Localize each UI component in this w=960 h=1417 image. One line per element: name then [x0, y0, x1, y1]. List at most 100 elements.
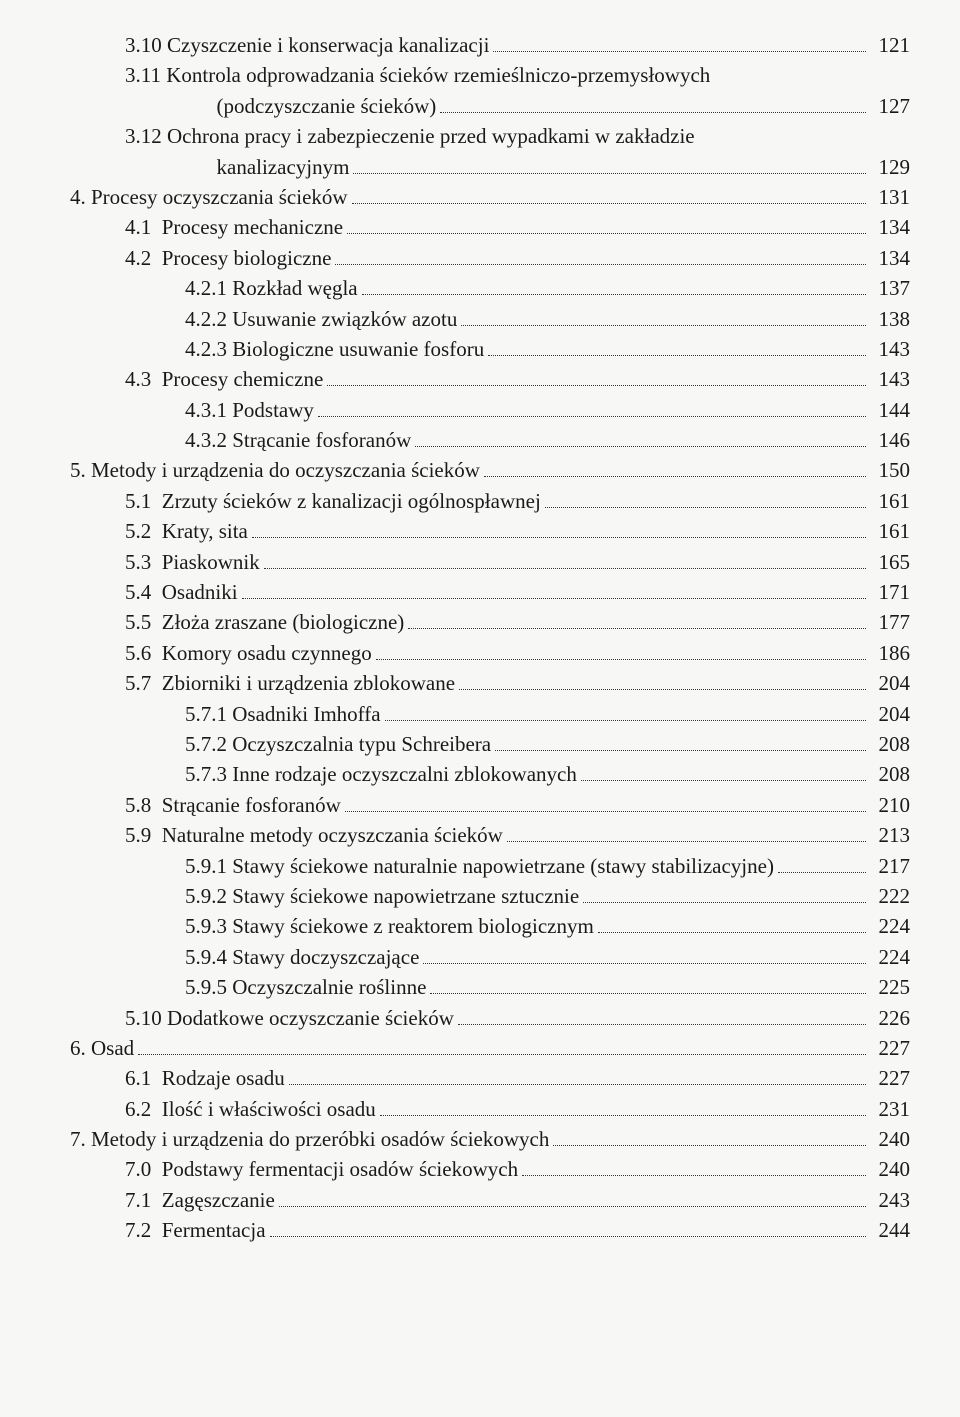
toc-number: 5.4 [125, 578, 162, 607]
toc-page-number: 222 [870, 882, 910, 911]
toc-leader-dots [583, 883, 866, 903]
toc-leader-dots [376, 640, 866, 660]
toc-row: 5.7 Zbiorniki i urządzenia zblokowane204 [70, 669, 910, 698]
toc-title: Osadniki Imhoffa [232, 700, 380, 729]
toc-row: 5.9.5 Oczyszczalnie roślinne225 [70, 973, 910, 1002]
toc-title: Strącanie fosforanów [162, 791, 341, 820]
toc-row: 4.3 Procesy chemiczne143 [70, 365, 910, 394]
toc-number: 5.2 [125, 517, 162, 546]
toc-title: Stawy ściekowe naturalnie napowietrzane … [232, 852, 774, 881]
toc-title: Piaskownik [162, 548, 260, 577]
toc-title: Zagęszczanie [162, 1186, 275, 1215]
toc-row: 4.2.2 Usuwanie związków azotu138 [70, 305, 910, 334]
toc-title: Stawy doczyszczające [232, 943, 419, 972]
toc-leader-dots [242, 579, 866, 599]
toc-number: 4.1 [125, 213, 162, 242]
toc-row: 5.5 Złoża zraszane (biologiczne)177 [70, 608, 910, 637]
toc-page-number: 204 [870, 700, 910, 729]
toc-title: Fermentacja [162, 1216, 266, 1245]
toc-number: 5.7.3 [185, 760, 232, 789]
toc-title: Procesy chemiczne [162, 365, 324, 394]
toc-number: 4. [70, 183, 91, 212]
toc-title: Strącanie fosforanów [232, 426, 411, 455]
toc-number: 5.10 [125, 1004, 167, 1033]
toc-row: 5. Metody i urządzenia do oczyszczania ś… [70, 456, 910, 485]
toc-leader-dots [488, 336, 866, 356]
toc-title: Biologiczne usuwanie fosforu [232, 335, 484, 364]
toc-row: 7.2 Fermentacja 244 [70, 1216, 910, 1245]
toc-number: 5.3 [125, 548, 162, 577]
toc-leader-dots [352, 184, 866, 204]
toc-number: 5.8 [125, 791, 162, 820]
toc-page-number: 143 [870, 335, 910, 364]
toc-number: 5.9.1 [185, 852, 232, 881]
toc-page-number: 144 [870, 396, 910, 425]
toc-number: 5.9 [125, 821, 162, 850]
toc-page-number: 208 [870, 730, 910, 759]
toc-title: Ochrona pracy i zabezpieczenie przed wyp… [167, 122, 695, 151]
toc-leader-dots [347, 214, 866, 234]
toc-row: 5.1 Zrzuty ścieków z kanalizacji ogólnos… [70, 487, 910, 516]
toc-leader-dots [553, 1126, 866, 1146]
toc-number: 3.12 [125, 122, 167, 151]
toc-leader-dots [581, 761, 866, 781]
toc-row: 5.9.1 Stawy ściekowe naturalnie napowiet… [70, 852, 910, 881]
toc-row: 3.12 Ochrona pracy i zabezpieczenie prze… [70, 122, 910, 151]
toc-number: 4.3 [125, 365, 162, 394]
toc-leader-dots [353, 154, 866, 174]
toc-row: 4.2 Procesy biologiczne134 [70, 244, 910, 273]
toc-title: Złoża zraszane (biologiczne) [162, 608, 405, 637]
toc-leader-dots [778, 853, 866, 873]
toc-page-number: 127 [870, 92, 910, 121]
toc-page-number: 225 [870, 973, 910, 1002]
toc-leader-dots [484, 458, 866, 478]
toc-leader-dots [522, 1157, 866, 1177]
toc-row: 5.3 Piaskownik165 [70, 548, 910, 577]
toc-leader-dots [545, 488, 866, 508]
toc-title: Naturalne metody oczyszczania ścieków [162, 821, 503, 850]
toc-number: 3.10 [125, 31, 167, 60]
toc-title: Osad [91, 1034, 134, 1063]
toc-page-number: 134 [870, 244, 910, 273]
toc-row: 4.1 Procesy mechaniczne134 [70, 213, 910, 242]
toc-leader-dots [415, 427, 866, 447]
toc-page-number: 210 [870, 791, 910, 820]
toc-row: (podczyszczanie ścieków)127 [70, 92, 910, 121]
toc-leader-dots [507, 822, 866, 842]
toc-leader-dots [327, 366, 866, 386]
toc-leader-dots [430, 974, 866, 994]
toc-title: Usuwanie związków azotu [232, 305, 457, 334]
toc-title: Rozkład węgla [232, 274, 357, 303]
toc-title: Czyszczenie i konserwacja kanalizacji [167, 31, 489, 60]
toc-title: Rodzaje osadu [162, 1064, 285, 1093]
toc-number [185, 92, 217, 121]
toc-row: 5.4 Osadniki171 [70, 578, 910, 607]
toc-leader-dots [345, 792, 866, 812]
toc-leader-dots [461, 306, 866, 326]
toc-title: Podstawy [232, 396, 314, 425]
toc-leader-dots [264, 549, 866, 569]
toc-title: Kraty, sita [162, 517, 248, 546]
toc-leader-dots [493, 32, 866, 52]
toc-number: 5.7 [125, 669, 162, 698]
toc-row: 5.7.3 Inne rodzaje oczyszczalni zblokowa… [70, 760, 910, 789]
toc-number: 3.11 [125, 61, 166, 90]
toc-page-number: 150 [870, 456, 910, 485]
toc-page-number: 161 [870, 487, 910, 516]
toc-number: 7.2 [125, 1216, 162, 1245]
toc-title: Procesy mechaniczne [162, 213, 343, 242]
toc-number: 4.2.3 [185, 335, 232, 364]
toc-leader-dots [279, 1187, 866, 1207]
toc-number: 4.2.1 [185, 274, 232, 303]
toc-leader-dots [458, 1005, 866, 1025]
toc-title: Oczyszczalnie roślinne [232, 973, 426, 1002]
toc-title: Metody i urządzenia do przeróbki osadów … [91, 1125, 549, 1154]
toc-page-number: 177 [870, 608, 910, 637]
toc-row: 5.8 Strącanie fosforanów 210 [70, 791, 910, 820]
toc-row: 5.10 Dodatkowe oczyszczanie ścieków226 [70, 1004, 910, 1033]
toc-page-number: 244 [870, 1216, 910, 1245]
toc-number: 6. [70, 1034, 91, 1063]
toc-number: 5.6 [125, 639, 162, 668]
toc-number: 4.2 [125, 244, 162, 273]
toc-number: 5.7.2 [185, 730, 232, 759]
